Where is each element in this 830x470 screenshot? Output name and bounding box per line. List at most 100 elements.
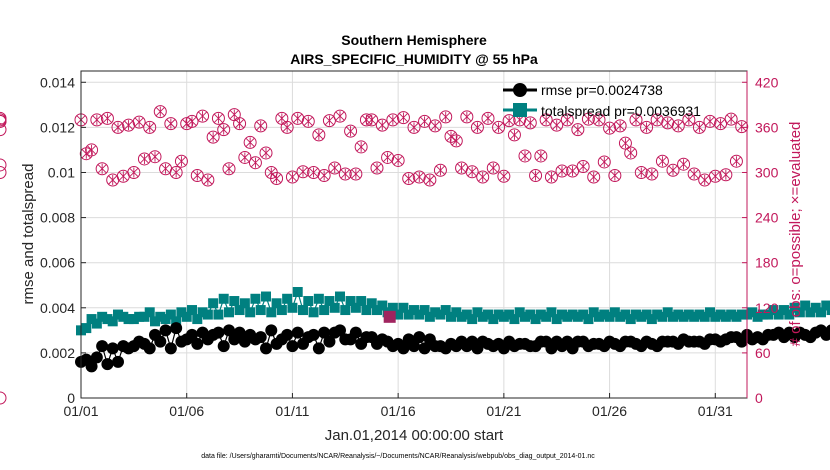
nobs-possible-point: [581, 112, 595, 126]
rmse-point: [170, 322, 183, 335]
nobs-evaluated-point: [525, 117, 535, 128]
nobs-evaluated-point: [599, 156, 609, 167]
nobs-possible-point: [206, 130, 220, 144]
rmse-point: [254, 331, 267, 344]
nobs-evaluated-point: [446, 131, 456, 142]
nobs-evaluated-point: [568, 165, 577, 176]
nobs-possible-point: [254, 119, 268, 133]
totalspread-point: [747, 307, 758, 318]
nobs-possible-point: [312, 128, 326, 142]
y-axis-label-left: rmse and totalspread: [20, 164, 37, 305]
nobs-possible-point: [169, 165, 183, 179]
nobs-possible-point: [661, 116, 675, 130]
totalspread-point: [97, 311, 108, 322]
rmse-point: [154, 335, 167, 348]
rmse-point: [265, 324, 278, 337]
totalspread-point: [276, 305, 287, 316]
totalspread-point: [710, 311, 721, 322]
nobs-evaluated-point: [615, 120, 625, 131]
totalspread-point: [477, 311, 488, 322]
nobs-evaluated-point: [467, 166, 477, 177]
totalspread-point: [678, 311, 689, 322]
rmse-point: [318, 326, 331, 339]
totalspread-point: [440, 305, 451, 316]
nobs-possible-point: [671, 119, 685, 133]
nobs-evaluated-point: [652, 114, 662, 125]
totalspread-point: [483, 309, 493, 320]
nobs-evaluated-point: [430, 120, 440, 131]
nobs-evaluated-point: [668, 165, 678, 176]
nobs-possible-point: [555, 164, 569, 178]
totalspread-point: [192, 314, 203, 325]
nobs-evaluated-point: [393, 155, 403, 166]
totalspread-point: [335, 291, 345, 302]
nobs-evaluated-point: [578, 161, 588, 172]
nobs-possible-point: [95, 162, 109, 176]
nobs-possible-point: [164, 117, 178, 131]
nobs-possible-point: [571, 123, 585, 137]
nobs-evaluated-point: [621, 138, 630, 149]
nobs-possible-point: [492, 120, 506, 134]
nobs-possible-point: [238, 150, 252, 164]
nobs-evaluated-point: [721, 169, 731, 180]
nobs-possible-point: [677, 157, 691, 171]
nobs-possible-point: [719, 168, 733, 182]
nobs-evaluated-point: [557, 165, 567, 176]
nobs-evaluated-point: [214, 113, 223, 124]
totalspread-point: [387, 302, 398, 313]
y-tick-label-left: 0.01: [48, 164, 75, 180]
rmse-point: [186, 328, 198, 341]
totalspread-point: [313, 293, 324, 304]
totalspread-point: [461, 309, 472, 320]
nobs-evaluated-point: [161, 163, 170, 174]
nobs-evaluated-point: [356, 141, 366, 152]
totalspread-point: [86, 314, 97, 325]
totalspread-point: [261, 291, 271, 302]
nobs-evaluated-point: [145, 122, 155, 133]
y-tick-label-left: 0.004: [40, 300, 75, 316]
totalspread-point: [329, 302, 340, 313]
totalspread-point: [821, 300, 830, 311]
totalspread-point: [652, 309, 663, 320]
legend-totalspread-label: totalspread pr=0.0036931: [541, 103, 701, 119]
nobs-evaluated-point: [282, 122, 292, 133]
totalspread-point: [139, 311, 150, 322]
nobs-evaluated-point: [531, 170, 540, 181]
nobs-evaluated-point: [335, 111, 345, 122]
nobs-possible-point: [703, 114, 717, 128]
nobs-evaluated-point: [499, 171, 509, 182]
totalspread-point: [155, 311, 166, 322]
totalspread-point: [768, 305, 779, 316]
nobs-possible-point: [344, 124, 358, 138]
totalspread-point: [118, 311, 129, 322]
nobs-possible-point: [291, 111, 305, 125]
nobs-evaluated-point: [187, 116, 197, 127]
nobs-evaluated-point: [108, 175, 118, 185]
nobs-evaluated-point: [235, 118, 244, 129]
totalspread-point: [699, 311, 710, 322]
rmse-point: [191, 337, 204, 350]
totalspread-point: [255, 305, 266, 316]
nobs-evaluated-point: [155, 106, 165, 117]
nobs-possible-point: [0, 113, 7, 127]
nobs-possible-point: [196, 109, 210, 123]
nobs-evaluated-point: [388, 114, 398, 125]
totalspread-point: [546, 307, 557, 318]
totalspread-point: [625, 314, 636, 325]
nobs-evaluated-point: [483, 113, 493, 124]
nobs-possible-point: [0, 158, 7, 172]
nobs-possible-point: [381, 150, 395, 164]
nobs-evaluated-point: [610, 170, 620, 181]
totalspread-point: [752, 311, 763, 322]
totalspread-point: [134, 311, 145, 322]
nobs-possible-point: [587, 170, 601, 184]
rmse-point: [312, 342, 325, 355]
nobs-possible-point: [708, 169, 722, 183]
y-tick-label-left: 0.006: [40, 255, 75, 271]
y-tick-label-right: 180: [755, 255, 779, 271]
nobs-evaluated-point: [256, 120, 266, 131]
totalspread-point: [165, 309, 176, 320]
totalspread-point: [826, 305, 830, 316]
rmse-point: [825, 324, 830, 337]
totalspread-point: [583, 314, 594, 325]
